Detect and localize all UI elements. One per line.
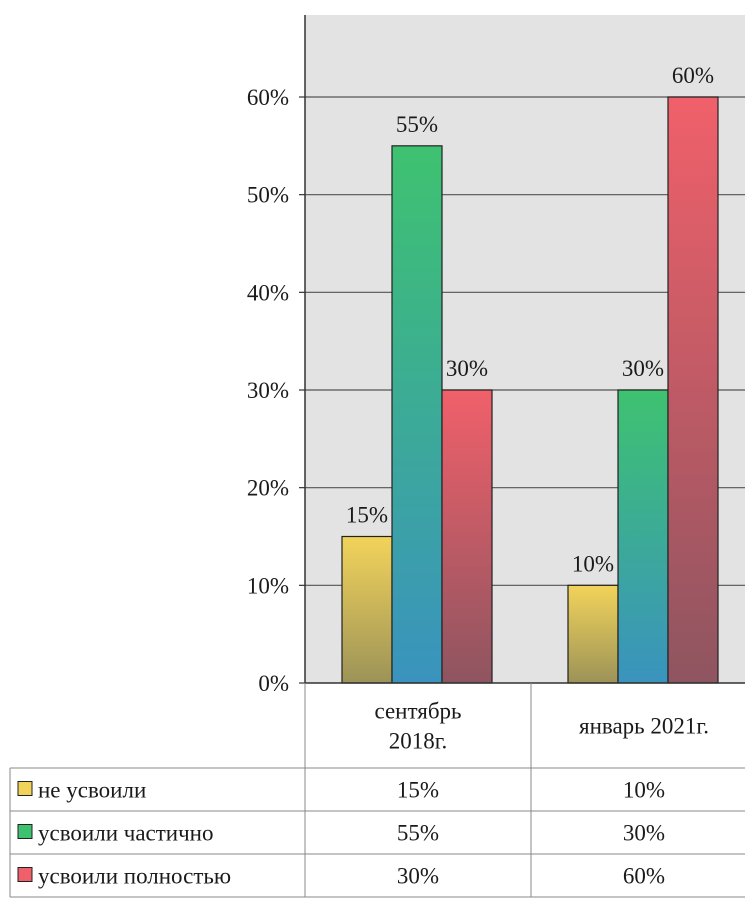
legend-swatch [17, 867, 33, 882]
y-tick-label: 0% [258, 671, 289, 696]
legend-label: усвоили полностью [38, 864, 231, 889]
bar [341, 535, 393, 684]
data-label: 30% [446, 356, 488, 381]
category-label: сентябрь 2018г. [374, 699, 461, 754]
data-label: 10% [572, 551, 614, 576]
table-value: 15% [397, 778, 439, 803]
bar [391, 145, 443, 684]
y-tick-label: 30% [247, 378, 289, 403]
y-tick-label: 40% [247, 280, 289, 305]
data-table: сентябрь 2018г. январь 2021г. не усвоили 15%… [9, 683, 745, 898]
data-label: 30% [622, 356, 664, 381]
table-value: 60% [623, 864, 665, 889]
legend-swatch [17, 824, 33, 839]
data-label: 15% [346, 503, 388, 528]
bars [341, 96, 719, 684]
y-tick-label: 20% [247, 476, 289, 501]
legend-swatch [17, 781, 33, 796]
bar [667, 96, 719, 684]
data-labels: 15% 10% 55% 30% 30% 60% [346, 63, 714, 576]
data-label: 60% [672, 63, 714, 88]
bar [567, 584, 619, 684]
y-tick-label: 60% [247, 85, 289, 110]
table-value: 10% [623, 778, 665, 803]
category-label: январь 2021г. [579, 714, 709, 739]
axes: 0% 10% 20% 30% 40% 50% 60% [247, 15, 745, 696]
bar [441, 389, 493, 684]
table-value: 30% [623, 821, 665, 846]
table-value: 55% [397, 821, 439, 846]
table-value: 30% [397, 864, 439, 889]
legend-label: усвоили частично [38, 821, 213, 846]
data-label: 55% [396, 112, 438, 137]
bar [617, 389, 669, 684]
y-tick-label: 10% [247, 573, 289, 598]
y-tick-label: 50% [247, 183, 289, 208]
legend-label: не усвоили [38, 778, 146, 803]
